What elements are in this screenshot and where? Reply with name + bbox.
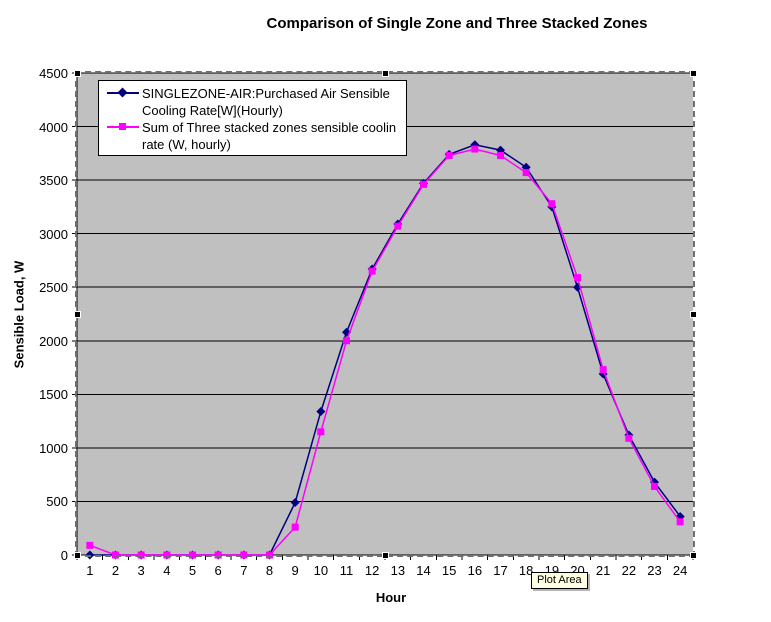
selection-handle[interactable]	[74, 552, 81, 559]
y-tick-label: 2500	[39, 280, 68, 296]
y-tick-label: 4000	[39, 119, 68, 135]
series-1-marker[interactable]	[189, 551, 196, 559]
x-tick-label: 2	[111, 563, 120, 578]
series-1-marker[interactable]	[625, 434, 633, 442]
series-1-marker[interactable]	[574, 274, 581, 282]
legend[interactable]: SINGLEZONE-AIR:Purchased Air Sensible Co…	[98, 80, 407, 156]
selection-handle[interactable]	[74, 311, 81, 318]
x-tick-label: 21	[595, 563, 611, 578]
series-1-marker[interactable]	[599, 366, 607, 374]
series-1-marker[interactable]	[343, 337, 350, 345]
y-tick-label: 1000	[39, 440, 68, 456]
legend-label-stacked-sum: Sum of Three stacked zones sensible cool…	[142, 120, 397, 152]
x-tick-label: 9	[291, 563, 299, 578]
series-1-marker[interactable]	[676, 518, 684, 526]
series-1-marker[interactable]	[112, 551, 119, 559]
selection-handle[interactable]	[690, 311, 697, 318]
series-1-marker[interactable]	[522, 169, 530, 177]
legend-square-marker-icon	[106, 119, 142, 136]
x-tick-label: 1	[86, 563, 94, 578]
series-1-marker[interactable]	[163, 551, 171, 559]
series-1-marker[interactable]	[497, 151, 504, 159]
legend-diamond-marker-icon	[106, 85, 142, 102]
series-0-marker[interactable]	[290, 498, 300, 508]
series-1-marker[interactable]	[240, 551, 248, 559]
y-tick-label: 0	[60, 548, 68, 563]
y-tick-label: 500	[46, 494, 68, 510]
x-tick-label: 11	[339, 563, 354, 578]
series-0-marker[interactable]	[316, 406, 326, 416]
x-tick-label: 13	[390, 563, 406, 578]
series-1-marker[interactable]	[471, 145, 479, 153]
legend-entry-singlezone[interactable]: SINGLEZONE-AIR:Purchased Air Sensible Co…	[106, 85, 406, 119]
x-tick-label: 6	[214, 563, 222, 578]
y-tick-label: 1500	[39, 387, 68, 403]
x-tick-label: 17	[493, 563, 508, 578]
selection-handle[interactable]	[382, 552, 389, 559]
x-tick-label: 10	[313, 563, 329, 578]
x-tick-label: 3	[137, 563, 145, 578]
selection-handle[interactable]	[74, 70, 81, 77]
x-axis-title: Hour	[375, 590, 407, 605]
series-1-marker[interactable]	[548, 200, 556, 208]
series-1-marker[interactable]	[291, 523, 299, 531]
series-1-marker[interactable]	[368, 267, 376, 275]
y-tick-label: 3500	[39, 173, 68, 189]
selection-handle[interactable]	[382, 70, 389, 77]
legend-label-singlezone: SINGLEZONE-AIR:Purchased Air Sensible Co…	[142, 86, 390, 118]
x-tick-label: 5	[188, 563, 197, 578]
selection-handle[interactable]	[690, 70, 697, 77]
series-1-marker[interactable]	[137, 551, 145, 559]
x-tick-label: 4	[163, 563, 171, 578]
x-tick-label: 24	[672, 563, 688, 578]
series-1-marker[interactable]	[394, 222, 402, 230]
x-tick-label: 8	[265, 563, 274, 578]
series-1-marker[interactable]	[651, 482, 658, 490]
x-tick-label: 16	[467, 563, 483, 578]
series-1-marker[interactable]	[420, 180, 427, 188]
series-1-marker[interactable]	[86, 541, 94, 549]
x-tick-label: 18	[518, 563, 534, 578]
chart-title[interactable]: Comparison of Single Zone and Three Stac…	[266, 15, 648, 32]
y-tick-label: 4500	[39, 66, 68, 81]
plot-area-tooltip: Plot Area	[531, 572, 588, 589]
series-1-marker[interactable]	[445, 151, 453, 159]
x-tick-label: 22	[621, 563, 637, 578]
legend-entry-stacked-sum[interactable]: Sum of Three stacked zones sensible cool…	[106, 119, 406, 153]
x-tick-label: 14	[416, 563, 431, 578]
y-tick-label: 2000	[39, 333, 68, 349]
selection-handle[interactable]	[690, 552, 697, 559]
x-tick-label: 15	[441, 563, 457, 578]
x-tick-label: 7	[240, 563, 248, 578]
x-tick-label: 23	[647, 563, 662, 578]
y-tick-label: 3000	[39, 226, 68, 242]
x-tick-label: 12	[364, 563, 380, 578]
series-1-marker[interactable]	[317, 428, 325, 436]
series-1-marker[interactable]	[214, 551, 222, 559]
series-1-marker[interactable]	[266, 551, 273, 559]
y-axis-title: Sensible Load, W	[11, 260, 27, 369]
